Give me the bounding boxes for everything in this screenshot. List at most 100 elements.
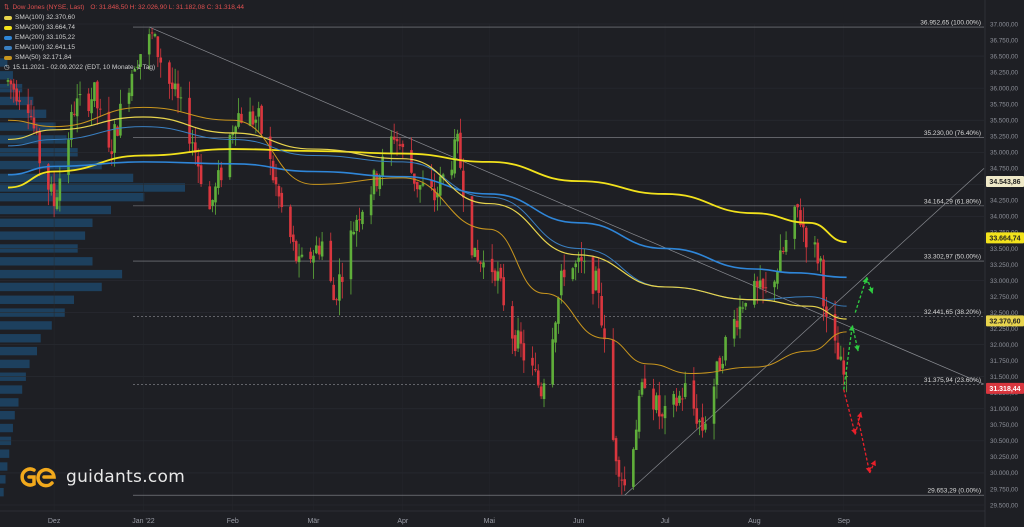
candle-body — [519, 331, 523, 344]
y-tick-label: 34.750,00 — [990, 166, 1019, 173]
candle-body — [130, 73, 134, 97]
y-tick-label: 32.500,00 — [990, 310, 1019, 317]
candle-body — [692, 380, 696, 409]
volume-profile-bar — [0, 231, 86, 240]
candle-body — [375, 173, 379, 187]
candle-body — [47, 164, 50, 190]
candle-body — [560, 270, 563, 296]
trendline — [149, 26, 985, 385]
brand-logo[interactable]: guidants.com — [20, 466, 185, 488]
candle-body — [632, 449, 635, 487]
candle-body — [836, 342, 840, 360]
candle-body — [755, 281, 759, 288]
candle-body — [352, 231, 356, 235]
projection-arrow-head — [856, 412, 863, 418]
y-tick-label: 30.500,00 — [990, 438, 1019, 445]
candle-body — [277, 186, 281, 197]
x-tick-label: Jan '22 — [132, 518, 154, 525]
candle-body — [70, 112, 73, 141]
y-tick-label: 33.500,00 — [990, 246, 1019, 253]
candle-body — [395, 138, 399, 142]
candle-body — [340, 276, 344, 282]
candle-body — [136, 66, 139, 69]
projection-arrow-head — [862, 277, 868, 284]
candle-body — [179, 97, 183, 99]
y-tick-label: 31.500,00 — [990, 374, 1019, 381]
candle-body — [274, 177, 278, 185]
y-tick-label: 30.750,00 — [990, 422, 1019, 429]
volume-profile-bar — [0, 71, 13, 80]
price-tag-bg — [986, 232, 1024, 244]
candle-body — [718, 357, 722, 371]
candle-body — [35, 131, 39, 133]
candle-body — [196, 156, 200, 167]
instrument-title: Dow Jones (NYSE, Last) — [12, 4, 85, 11]
indicator-row: SMA(100) 32.370,60 — [4, 13, 244, 23]
logo-text: guidants.com — [66, 467, 186, 487]
y-tick-label: 35.000,00 — [990, 150, 1019, 157]
indicator-swatch — [4, 26, 12, 30]
candle-body — [153, 34, 157, 37]
indicator-row: SMA(200) 33.664,74 — [4, 23, 244, 33]
indicator-row: EMA(200) 33.105,22 — [4, 33, 244, 43]
candle-body — [741, 307, 745, 309]
candle-body — [643, 378, 647, 388]
candle-body — [562, 269, 566, 278]
volume-profile-bar — [0, 475, 6, 484]
candle-body — [591, 257, 595, 294]
candle-body — [779, 250, 782, 272]
candle-body — [52, 183, 56, 207]
candle-body — [58, 178, 62, 201]
candle-body — [531, 357, 534, 366]
candle-body — [620, 479, 624, 481]
candle-body — [361, 211, 364, 225]
candle-body — [90, 99, 93, 114]
candle-body — [289, 206, 292, 238]
candle-body — [335, 299, 338, 301]
projection-arrow-line — [843, 389, 856, 435]
candle-body — [557, 297, 560, 324]
y-tick-label: 35.500,00 — [990, 118, 1019, 125]
candle-body — [312, 255, 315, 263]
candle-body — [634, 429, 638, 450]
trendlines — [149, 26, 985, 496]
candle-body — [392, 136, 396, 140]
candle-body — [799, 210, 802, 226]
trendline — [624, 168, 985, 496]
candle-body — [704, 423, 707, 430]
x-tick-label: Mär — [307, 518, 320, 525]
candle-body — [410, 150, 413, 173]
fib-label: 34.164,29 (61.80%) — [924, 198, 981, 205]
candle-body — [753, 280, 756, 305]
projection-arrow-line — [866, 277, 874, 294]
volume-profile-bar — [0, 122, 56, 131]
candle-body — [116, 126, 119, 136]
candle-body — [776, 271, 779, 284]
candle-body — [110, 151, 114, 155]
volume-profile-bar — [0, 205, 111, 215]
fib-label: 31.375,94 (23.60%) — [924, 377, 981, 384]
fib-label: 29.653,29 (0.00%) — [928, 488, 981, 495]
volume-profile-bar — [0, 173, 134, 183]
candle-body — [107, 111, 111, 148]
candle-body — [473, 247, 477, 257]
volume-profile-bar — [0, 282, 102, 292]
candle-body — [401, 143, 405, 148]
candle-body — [87, 93, 90, 112]
candle-body — [421, 183, 425, 186]
instrument-icon: ⇅ — [4, 4, 10, 11]
fibonacci-levels: 36.952,65 (100.00%) 35.230,00 (76.40%) 34.… — [133, 20, 984, 496]
candle-body — [833, 314, 837, 341]
candle-body — [678, 395, 681, 403]
candle-body — [479, 262, 482, 264]
candle-body — [188, 97, 191, 144]
candle-body — [784, 239, 788, 252]
volume-profile-bar — [0, 295, 74, 304]
candle-body — [219, 167, 223, 181]
projection-arrow-line — [843, 325, 854, 390]
candle-body — [315, 245, 318, 254]
x-tick-label: Jul — [661, 518, 670, 525]
candle-body — [738, 306, 742, 330]
